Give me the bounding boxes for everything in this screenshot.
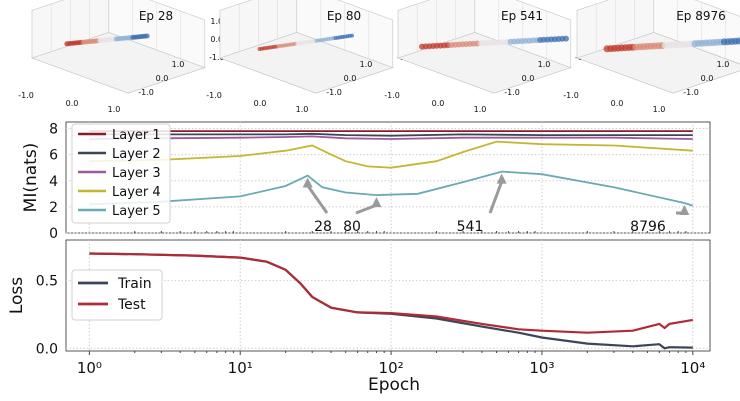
embedding-panel-1: Ep 28-1.00.01.0-1.00.01.01.00.0-1.0 (18, 0, 225, 114)
mi-ytick-label: 8 (49, 122, 58, 138)
annotation-arrow-head (371, 197, 382, 208)
loss-frame (65, 239, 711, 352)
y-tick-label: 0.0 (156, 74, 169, 83)
x-tick-label: 0.0 (66, 99, 79, 108)
mi-ytick-label: 0 (49, 226, 58, 242)
x-tick-label: 1.0 (296, 105, 309, 114)
y-tick-label: 1.0 (172, 60, 185, 69)
x-tick-label: 1.0 (108, 105, 121, 114)
legend-label: Layer 2 (112, 147, 161, 162)
annotation-arrow-head (496, 173, 507, 184)
annotation-label: 28 (314, 219, 332, 235)
loss-ytick-label: 0.0 (36, 341, 58, 357)
annotation-arrow-head (302, 177, 313, 188)
mi-ytick-label: 2 (49, 200, 58, 216)
y-tick-label: 1.0 (360, 60, 373, 69)
y-tick-label: -1.0 (683, 88, 699, 97)
x-tick-label: -1.0 (206, 91, 222, 100)
y-tick-label: 0.0 (522, 74, 535, 83)
mi-series-line-3 (89, 135, 693, 140)
x-tick-label: 0.0 (611, 99, 624, 108)
embedding-point (735, 37, 740, 45)
y-tick-label: 0.0 (701, 74, 714, 83)
mi-legend-box (71, 123, 171, 224)
mi-series-line-4 (89, 140, 693, 169)
y-tick-label: 0.0 (344, 74, 357, 83)
loss-xtick-label: 10⁴ (680, 359, 705, 377)
x-tick-label: 1.0 (474, 105, 487, 114)
x-tick-label: -1.0 (563, 91, 579, 100)
mi-legend: Layer 1 Layer 2 Layer 3 Layer 4 Layer 5 (71, 123, 171, 224)
y-tick-label: 1.0 (717, 60, 730, 69)
loss-xtick-label: 10⁰ (77, 359, 102, 377)
annotation-label: 541 (457, 219, 484, 235)
embedding-point (563, 35, 569, 42)
loss-series-line-test (89, 252, 693, 334)
loss-legend: Train Test (71, 269, 163, 321)
z-tick-label: -1.0 (209, 53, 225, 62)
x-axis-label: Epoch (368, 375, 420, 395)
legend-label: Train (117, 276, 152, 292)
mi-ytick-label: 4 (49, 174, 58, 190)
legend-label: Layer 1 (112, 128, 161, 143)
axis-wall (653, 0, 740, 65)
annotation-arrow-head (679, 204, 690, 215)
annotation-label: 8796 (630, 219, 666, 235)
legend-label: Layer 3 (112, 166, 161, 181)
annotation-label: 80 (343, 219, 361, 235)
z-tick-label: 0.0 (210, 35, 223, 44)
y-tick-label: -1.0 (138, 88, 154, 97)
loss-xtick-label: 10² (379, 359, 404, 377)
embedding-point (144, 33, 150, 39)
embedding-title: Ep 28 (139, 9, 173, 23)
legend-label: Layer 5 (112, 204, 161, 219)
y-tick-label: -1.0 (504, 88, 520, 97)
embedding-title: Ep 541 (501, 9, 543, 23)
mi-series-line-5 (89, 170, 694, 207)
x-tick-label: 1.0 (653, 105, 666, 114)
x-tick-label: 0.0 (254, 99, 267, 108)
loss-xtick-label: 10¹ (228, 359, 253, 377)
annotation-arrow (306, 184, 329, 214)
z-tick-label: 1.0 (210, 17, 223, 26)
y-tick-label: -1.0 (326, 88, 342, 97)
embedding-panels: Ep 28-1.00.01.0-1.00.01.01.00.0-1.0Ep 80… (18, 0, 740, 114)
embedding-title: Ep 80 (327, 9, 361, 23)
loss-ylabel: Loss (7, 277, 27, 314)
loss-ytick-label: 0.5 (36, 274, 58, 290)
x-tick-label: 0.0 (432, 99, 445, 108)
y-tick-label: 1.0 (538, 60, 551, 69)
embedding-point (350, 33, 354, 38)
legend-label: Test (117, 297, 146, 313)
mi-series-line-2 (89, 132, 693, 137)
embedding-panel-3: Ep 541-1.00.01.0-1.00.01.01.00.0-1.0 (384, 0, 591, 114)
loss-xtick-label: 10³ (529, 359, 554, 377)
embedding-panel-4: Ep 8976-1.00.01.0-1.00.01.01.00.0-1.0 (563, 0, 740, 114)
embedding-title: Ep 8976 (676, 9, 726, 23)
embedding-panel-2: Ep 80-1.00.01.0-1.00.01.01.00.0-1.0 (206, 0, 413, 114)
x-tick-label: -1.0 (18, 91, 34, 100)
loss-panel: 10⁰ 10¹ 10² 10³ 10⁴ 0.0 0.5 Train Test Epoch Loss (7, 239, 711, 395)
mi-ylabel: MI(nats) (21, 143, 41, 213)
annotation-arrow (488, 181, 504, 214)
mi-ytick-label: 6 (49, 148, 58, 164)
legend-label: Layer 4 (112, 185, 161, 200)
x-tick-label: -1.0 (384, 91, 400, 100)
